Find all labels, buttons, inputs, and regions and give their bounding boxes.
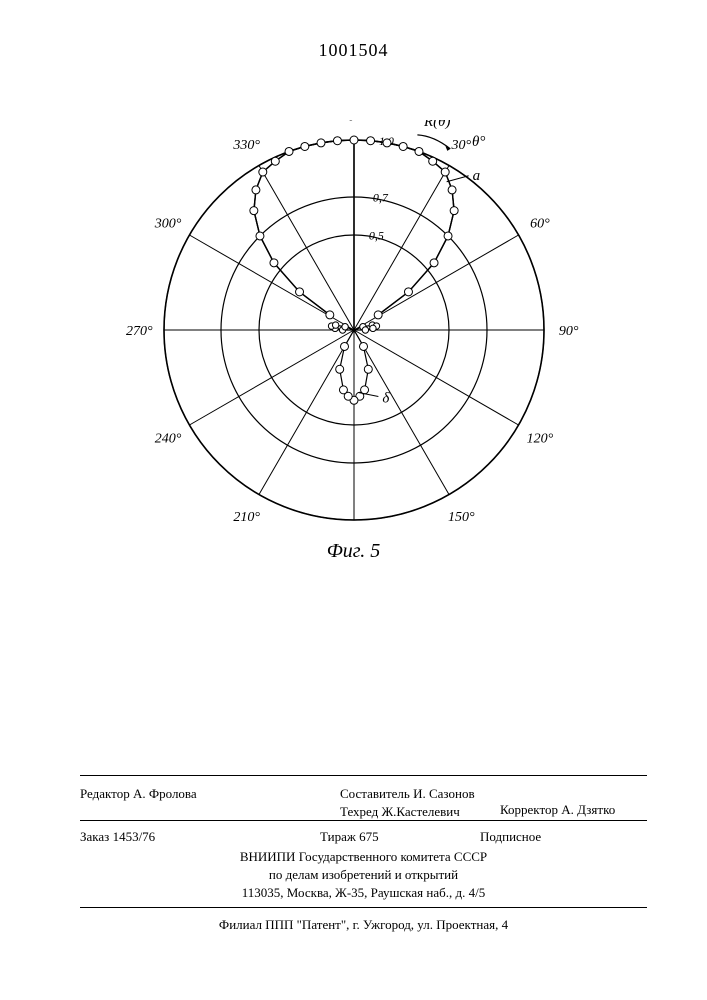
svg-text:30°: 30° — [450, 138, 471, 153]
compiler-label: Составитель — [340, 786, 410, 801]
techred-label: Техред — [340, 804, 378, 819]
publisher-line3: 113035, Москва, Ж-35, Раушская наб., д. … — [242, 885, 485, 900]
compiler-name: И. Сазонов — [413, 786, 474, 801]
svg-text:δ: δ — [382, 391, 390, 407]
svg-text:θ°: θ° — [472, 134, 485, 150]
svg-text:90°: 90° — [558, 324, 578, 339]
svg-text:60°: 60° — [530, 217, 550, 232]
corrector-label: Корректор — [500, 802, 558, 817]
svg-text:а: а — [472, 168, 480, 184]
polar-svg: 0°30°60°90°120°150°180°210°240°270°300°3… — [124, 120, 584, 540]
svg-text:150°: 150° — [448, 510, 475, 525]
svg-text:120°: 120° — [526, 431, 553, 446]
svg-text:300°: 300° — [153, 217, 181, 232]
publisher-line1: ВНИИПИ Государственного комитета СССР — [240, 849, 487, 864]
publisher-block: ВНИИПИ Государственного комитета СССР по… — [80, 848, 647, 903]
print-run-label: Тираж — [320, 829, 356, 844]
rule-3 — [80, 907, 647, 908]
editor-label: Редактор — [80, 786, 130, 801]
svg-text:240°: 240° — [154, 431, 181, 446]
svg-text:0,5: 0,5 — [368, 229, 383, 243]
svg-text:210°: 210° — [233, 510, 260, 525]
branch-line: Филиал ППП "Патент", г. Ужгород, ул. Про… — [80, 916, 647, 934]
credits-row-1: Редактор А. Фролова Составитель И. Сазон… — [80, 785, 647, 803]
subscription-label: Подписное — [480, 828, 541, 846]
corrector-name: А. Дзятко — [561, 802, 615, 817]
order-label: Заказ — [80, 829, 109, 844]
document-number: 1001504 — [0, 40, 707, 61]
svg-text:R(θ): R(θ) — [423, 120, 451, 130]
polar-chart: 0°30°60°90°120°150°180°210°240°270°300°3… — [0, 120, 707, 545]
editor-name: А. Фролова — [133, 786, 197, 801]
order-value: 1453/76 — [113, 829, 156, 844]
svg-text:270°: 270° — [125, 324, 152, 339]
publisher-line2: по делам изобретений и открытий — [269, 867, 458, 882]
rule-2 — [80, 820, 647, 821]
credits-row-2: Заказ 1453/76 Тираж 675 Подписное — [80, 828, 647, 846]
rule-1 — [80, 775, 647, 776]
svg-text:330°: 330° — [232, 138, 260, 153]
svg-text:0,7: 0,7 — [372, 191, 388, 205]
figure-caption: Фиг. 5 — [0, 540, 707, 563]
svg-text:0°: 0° — [347, 120, 360, 124]
print-run-value: 675 — [359, 829, 379, 844]
techred-name: Ж.Кастелевич — [382, 804, 460, 819]
